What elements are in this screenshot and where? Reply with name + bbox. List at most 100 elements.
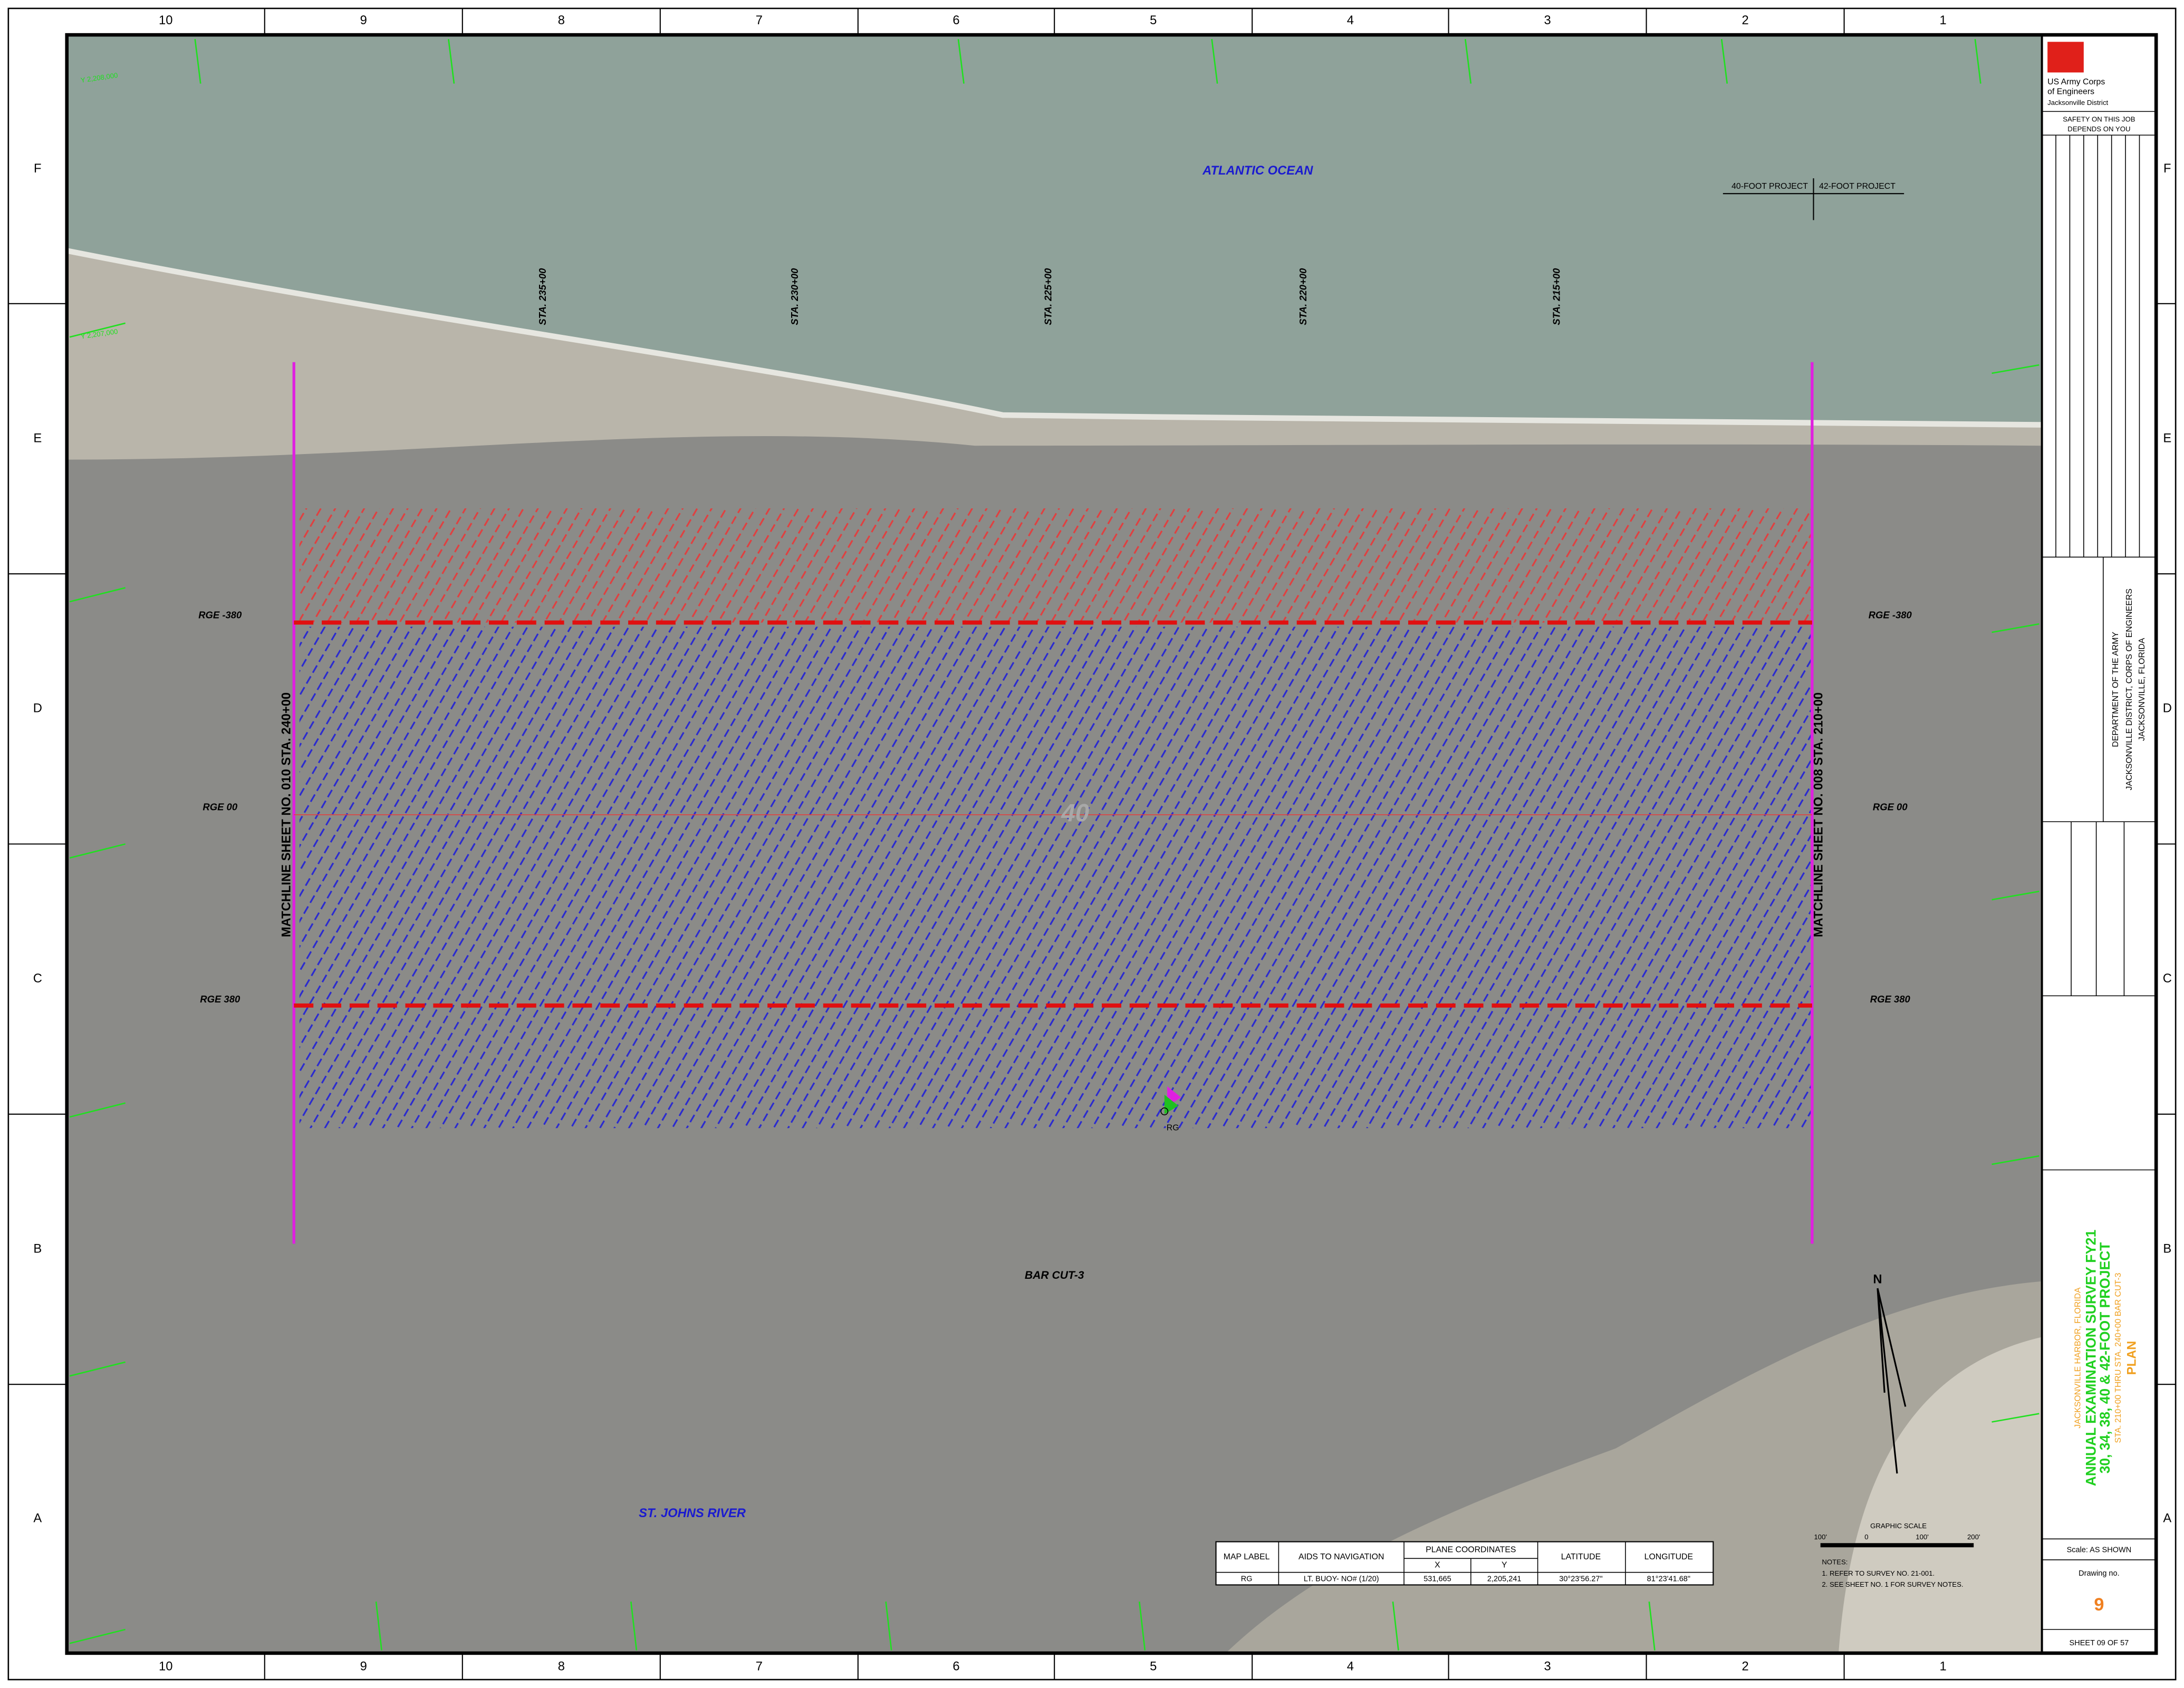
column-label: 7	[756, 1660, 763, 1674]
range-label: RGE 00	[1873, 802, 1908, 813]
scale-tick-label: 100'	[1814, 1533, 1827, 1541]
north-arrow	[1877, 1288, 1907, 1474]
title: JACKSONVILLE HARBOR, FLORIDA	[2073, 1287, 2082, 1429]
table-header: AIDS TO NAVIGATION	[1298, 1552, 1384, 1561]
grid-tick	[885, 1602, 892, 1651]
table-cell: RG	[1241, 1575, 1253, 1584]
buoy-icon	[1164, 1094, 1179, 1114]
project-label: 40-FOOT PROJECT	[1731, 182, 1808, 191]
grid-tick	[1991, 890, 2039, 901]
column-label: 8	[558, 13, 565, 27]
agency: Jacksonville District	[2047, 99, 2108, 107]
range-label: RGE 380	[200, 993, 240, 1005]
project-label: 42-FOOT PROJECT	[1819, 182, 1896, 191]
grid-tick	[69, 1628, 126, 1644]
agency: US Army Corps	[2047, 78, 2105, 86]
row-label: E	[2163, 431, 2171, 445]
grid-tick	[375, 1602, 382, 1651]
grid-tick	[69, 322, 126, 338]
soundings-channel	[299, 626, 1811, 1128]
column-label: 9	[360, 13, 367, 27]
station-label: STA. 220+00	[1297, 268, 1309, 325]
note: NOTES:	[1822, 1558, 1848, 1566]
table-header: X	[1435, 1561, 1440, 1570]
table-header: LATITUDE	[1561, 1552, 1601, 1561]
grid-tick	[1991, 1413, 2039, 1423]
column-label: 3	[1544, 1660, 1551, 1674]
soundings-outside	[299, 508, 1811, 623]
column-label: 1	[1940, 13, 1947, 27]
drawing-number: 9	[2094, 1595, 2104, 1615]
column-label: 8	[558, 1660, 565, 1674]
scale-tick-label: 100'	[1916, 1533, 1929, 1541]
column-label: 10	[159, 13, 172, 27]
buoy-label: RG	[1167, 1123, 1179, 1132]
row-label: E	[33, 431, 42, 445]
note: 1. REFER TO SURVEY NO. 21-001.	[1822, 1569, 1935, 1577]
row-label: C	[33, 971, 42, 986]
grid-tick	[1464, 38, 1472, 84]
column-label: 4	[1347, 13, 1354, 27]
drawing-label: Drawing no.	[2079, 1569, 2119, 1578]
grid-tick	[1974, 38, 1981, 84]
row-label: F	[2163, 161, 2171, 176]
table-cell: LT. BUOY- NO# (1/20)	[1304, 1575, 1379, 1584]
range-label: RGE 00	[203, 802, 237, 813]
column-label: 4	[1347, 1660, 1354, 1674]
scale-bar	[1820, 1543, 1974, 1548]
range-label: RGE 380	[1870, 993, 1911, 1005]
safety: DEPENDS ON YOU	[2067, 125, 2130, 133]
safety: SAFETY ON THIS JOB	[2063, 115, 2135, 123]
grid-tick	[957, 38, 965, 84]
grid-tick	[69, 587, 126, 603]
row-label: C	[2163, 971, 2172, 986]
scale-tick-label: 200'	[1967, 1533, 1980, 1541]
column-label: 9	[360, 1660, 367, 1674]
station-label: STA. 225+00	[1043, 268, 1054, 325]
column-label: 2	[1742, 1660, 1748, 1674]
grid-tick	[194, 38, 201, 84]
grid-tick	[1392, 1602, 1399, 1651]
table-cell: 531,665	[1423, 1575, 1451, 1584]
row-label: F	[34, 161, 42, 176]
grid-tick	[69, 843, 126, 859]
grid-tick	[630, 1602, 638, 1651]
dept: JACKSONVILLE DISTRICT, CORPS OF ENGINEER…	[2125, 589, 2134, 790]
nav-table	[1215, 1541, 1714, 1586]
buoy-icon	[1160, 1107, 1169, 1115]
beach	[66, 250, 2042, 460]
channel-label: BAR CUT-3	[1025, 1269, 1084, 1281]
grid-tick	[1211, 38, 1218, 84]
note: 2. SEE SHEET NO. 1 FOR SURVEY NOTES.	[1822, 1580, 1963, 1588]
range-label: RGE -380	[1869, 609, 1912, 620]
column-label: 2	[1742, 13, 1748, 27]
column-label: 3	[1544, 13, 1551, 27]
dept: JACKSONVILLE, FLORIDA	[2138, 638, 2147, 741]
station-label: STA. 230+00	[789, 268, 800, 325]
grid-tick	[69, 1361, 126, 1377]
station-label: STA. 235+00	[537, 268, 548, 325]
table-cell: 30°23'56.27"	[1559, 1575, 1602, 1584]
row-label: D	[2163, 701, 2172, 716]
north-label: N	[1873, 1272, 1882, 1286]
grid-tick	[1648, 1602, 1656, 1651]
column-label: 10	[159, 1660, 172, 1674]
scale-tick-label: 0	[1864, 1533, 1868, 1541]
grid-tick	[1991, 364, 2039, 374]
ocean	[66, 35, 2042, 425]
title: 30, 34, 38, 40 & 42-FOOT PROJECT	[2097, 1242, 2113, 1474]
title: ANNUAL EXAMINATION SURVEY FY21	[2083, 1230, 2099, 1486]
sand-spit	[1839, 1337, 2042, 1653]
agency: of Engineers	[2047, 88, 2094, 97]
row-label: B	[2163, 1241, 2171, 1256]
title: STA. 210+00 THRU STA. 240+00 BAR CUT-3	[2114, 1272, 2123, 1443]
grid-tick	[448, 38, 455, 84]
usace-logo	[2047, 42, 2084, 73]
table-cell: 2,205,241	[1487, 1575, 1522, 1584]
surf	[66, 248, 2042, 428]
sheet-number: SHEET 09 OF 57	[2070, 1639, 2129, 1647]
table-cell: 81°23'41.68"	[1647, 1575, 1690, 1584]
matchline-label: MATCHLINE SHEET NO. 010 STA. 240+00	[279, 692, 293, 937]
